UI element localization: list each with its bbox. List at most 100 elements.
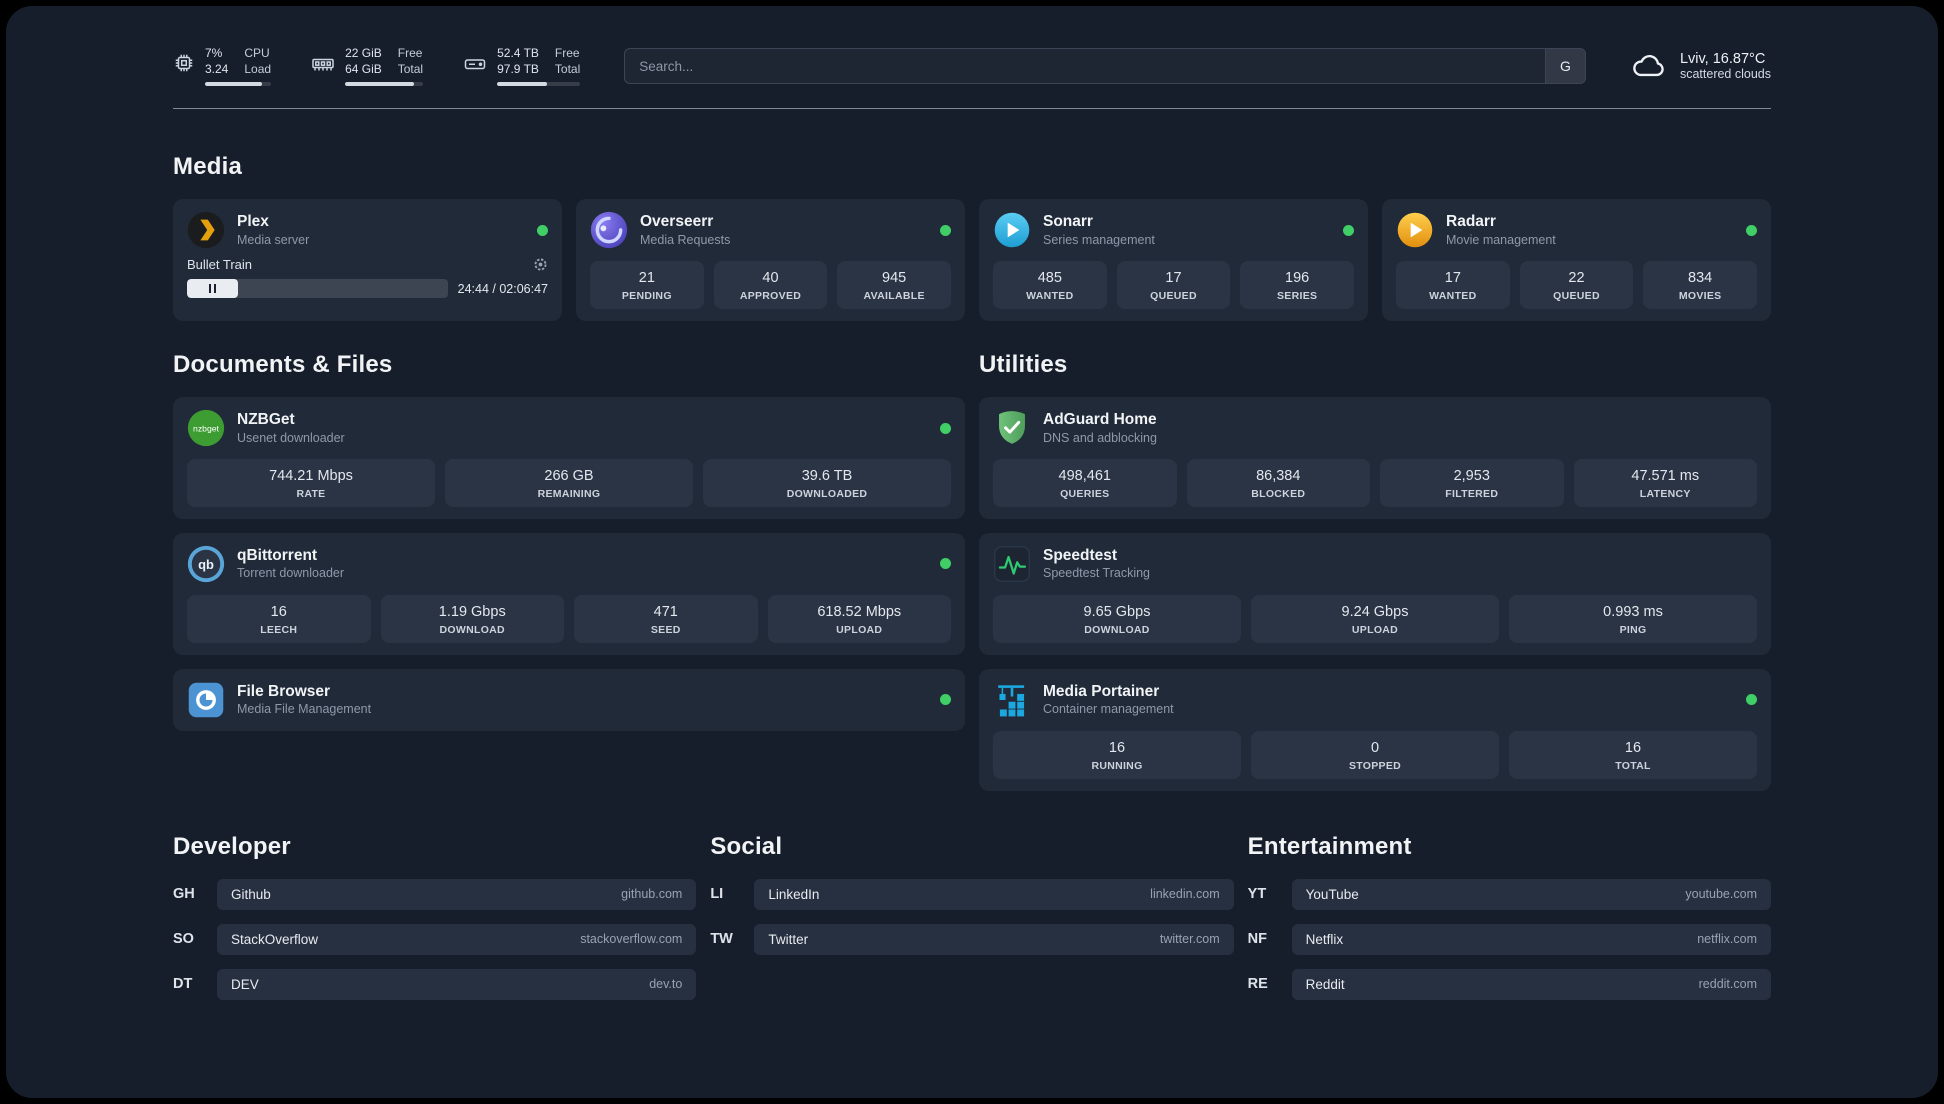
app-name-adguard: AdGuard Home — [1043, 411, 1157, 429]
overseerr-icon — [590, 211, 628, 249]
bookmark-abbr: NF — [1247, 931, 1267, 948]
bookmark-reddit[interactable]: RE Reddit reddit.com — [1248, 968, 1771, 1000]
ram-free-label: Free — [397, 46, 423, 60]
ram-free-value: 22 GiB — [345, 46, 382, 60]
disk-icon — [463, 52, 487, 76]
ram-widget: 22 GiB 64 GiB Free Total — [311, 46, 424, 87]
app-link-speedtest[interactable]: Speedtest Speedtest Tracking — [993, 545, 1757, 583]
system-stats: 7% 3.24 CPU Load — [173, 46, 581, 87]
bookmark-abbr: SO — [173, 931, 194, 948]
radarr-icon — [1396, 211, 1434, 249]
bookmark-url: netflix.com — [1697, 932, 1757, 947]
topbar: 7% 3.24 CPU Load — [173, 46, 1771, 87]
stat-tile: 16 RUNNING — [993, 730, 1241, 779]
bookmark-netflix[interactable]: NF Netflix netflix.com — [1247, 923, 1771, 955]
playback-progress-bar[interactable] — [187, 279, 448, 299]
app-link-radarr[interactable]: Radarr Movie management — [1396, 211, 1757, 249]
section-title-social: Social — [710, 832, 783, 860]
app-name-nzbget: NZBGet — [237, 411, 295, 429]
disk-widget: 52.4 TB 97.9 TB Free Total — [463, 46, 581, 87]
app-subtitle-speedtest: Speedtest Tracking — [1043, 566, 1151, 581]
section-utilities: Utilities AdGuard Home DNS and adblockin… — [979, 351, 1771, 791]
stat-tile: 16 LEECH — [187, 594, 371, 643]
bookmark-name: YouTube — [1305, 886, 1359, 902]
section-title-entertainment: Entertainment — [1247, 832, 1412, 860]
card-adguard: AdGuard Home DNS and adblocking 498,461 Q… — [979, 397, 1771, 519]
section-title-developer: Developer — [173, 832, 291, 860]
stat-tile: 39.6 TB DOWNLOADED — [703, 459, 951, 507]
portainer-icon — [993, 681, 1031, 719]
nzbget-icon: nzbget — [187, 409, 225, 447]
plex-icon — [187, 211, 225, 249]
status-dot-qbittorrent — [940, 558, 951, 570]
section-social: Social LI LinkedIn linkedin.com TW Twitte… — [710, 832, 1234, 969]
player-settings-gear-icon[interactable] — [533, 257, 548, 272]
search-input[interactable] — [625, 49, 1545, 84]
sonarr-icon — [993, 211, 1031, 249]
stat-tile: 9.65 Gbps DOWNLOAD — [993, 594, 1241, 643]
stat-tile: 16 TOTAL — [1509, 730, 1757, 779]
bookmark-abbr: YT — [1247, 886, 1267, 903]
bookmark-youtube[interactable]: YT YouTube youtube.com — [1247, 878, 1771, 910]
section-media: Media Plex Media server Bullet Train — [173, 153, 1771, 322]
stat-tile: 2,953 FILTERED — [1380, 459, 1564, 507]
weather-location: Lviv, 16.87°C — [1679, 51, 1766, 68]
bookmark-github[interactable]: GH Github github.com — [173, 878, 697, 910]
app-link-overseerr[interactable]: Overseerr Media Requests — [590, 211, 951, 249]
bookmark-abbr: TW — [710, 931, 733, 948]
app-name-radarr: Radarr — [1446, 213, 1496, 231]
cloud-icon — [1630, 52, 1668, 80]
app-name-filebrowser: File Browser — [237, 682, 331, 700]
stat-tile: 834 MOVIES — [1643, 261, 1757, 310]
cpu-icon — [173, 52, 195, 74]
status-dot-sonarr — [1343, 224, 1354, 236]
app-name-speedtest: Speedtest — [1043, 547, 1118, 565]
status-dot-plex — [537, 224, 548, 236]
qbittorrent-icon: qb — [187, 545, 225, 583]
card-radarr: Radarr Movie management 17 WANTED 22 QUEUE… — [1382, 199, 1771, 322]
bookmark-url: reddit.com — [1698, 977, 1757, 992]
app-link-qbittorrent[interactable]: qb qBittorrent Torrent downloader — [187, 545, 951, 583]
bookmark-name: Netflix — [1305, 931, 1344, 947]
app-link-adguard[interactable]: AdGuard Home DNS and adblocking — [993, 409, 1757, 447]
stat-tile: 471 SEED — [574, 594, 758, 643]
search-bar: G — [624, 48, 1586, 85]
ram-icon — [311, 52, 335, 76]
app-link-portainer[interactable]: Media Portainer Container management — [993, 681, 1757, 719]
cpu-progress-bar — [205, 82, 272, 87]
bookmark-dev[interactable]: DT DEV dev.to — [173, 968, 697, 1000]
app-link-sonarr[interactable]: Sonarr Series management — [993, 211, 1354, 249]
bookmark-stackoverflow[interactable]: SO StackOverflow stackoverflow.com — [173, 923, 697, 955]
status-dot-overseerr — [940, 224, 951, 236]
app-link-plex[interactable]: Plex Media server — [187, 211, 548, 249]
cpu-load-label: Load — [244, 61, 272, 76]
adguard-icon — [993, 409, 1031, 447]
stat-tile: 498,461 QUERIES — [993, 459, 1177, 507]
disk-free-label: Free — [554, 46, 580, 60]
section-title-documents: Documents & Files — [173, 351, 393, 379]
app-link-nzbget[interactable]: nzbget NZBGet Usenet downloader — [187, 409, 951, 447]
app-link-filebrowser[interactable]: File Browser Media File Management — [187, 681, 951, 719]
stat-tile: 86,384 BLOCKED — [1186, 459, 1370, 507]
app-subtitle-filebrowser: Media File Management — [237, 702, 372, 717]
stat-tile: 47.571 ms LATENCY — [1573, 459, 1757, 507]
filebrowser-icon — [187, 681, 225, 719]
bookmark-name: StackOverflow — [231, 931, 319, 947]
bookmark-name: Reddit — [1305, 976, 1345, 992]
bookmark-url: linkedin.com — [1150, 887, 1220, 902]
bookmark-name: Twitter — [768, 931, 809, 947]
playback-time: 24:44 / 02:06:47 — [457, 281, 548, 296]
status-dot-portainer — [1746, 694, 1757, 706]
bookmark-twitter[interactable]: TW Twitter twitter.com — [710, 923, 1234, 955]
card-filebrowser: File Browser Media File Management — [173, 668, 965, 731]
topbar-divider — [173, 108, 1771, 110]
section-title-media: Media — [173, 153, 243, 181]
speedtest-icon — [993, 545, 1031, 583]
svg-text:nzbget: nzbget — [193, 423, 219, 433]
ram-total-value: 64 GiB — [345, 61, 382, 76]
stat-tile: 266 GB REMAINING — [445, 459, 693, 507]
bookmark-name: DEV — [231, 976, 259, 992]
bookmark-abbr: GH — [173, 886, 195, 903]
bookmark-linkedin[interactable]: LI LinkedIn linkedin.com — [710, 878, 1234, 910]
search-engine-button[interactable]: G — [1544, 49, 1585, 84]
